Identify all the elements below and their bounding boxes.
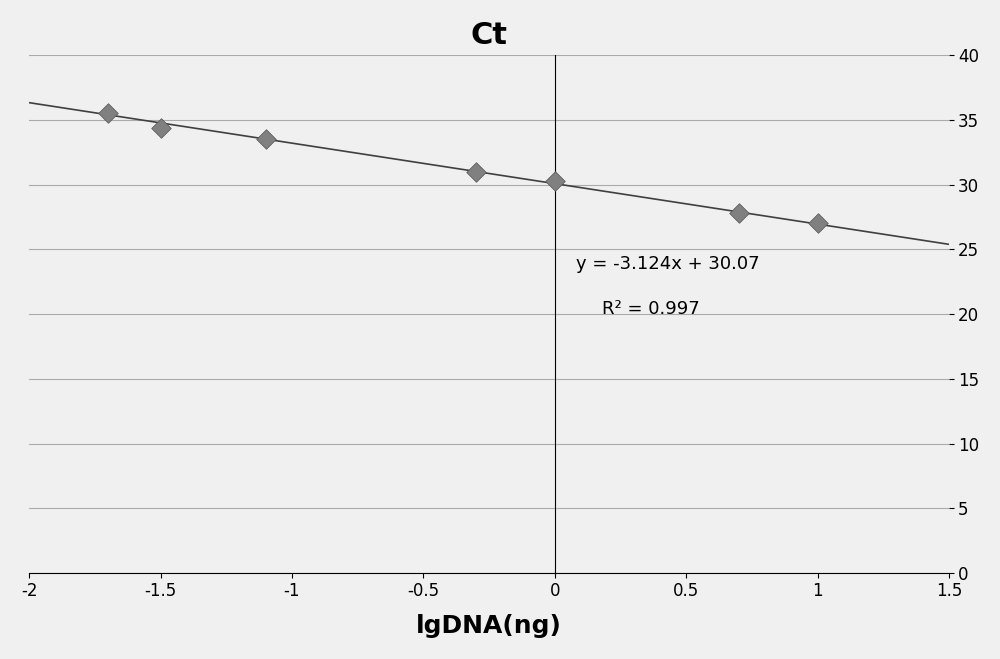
Text: y = -3.124x + 30.07: y = -3.124x + 30.07 [576, 255, 759, 273]
Text: R² = 0.997: R² = 0.997 [602, 300, 700, 318]
X-axis label: lgDNA(ng): lgDNA(ng) [416, 614, 562, 638]
Point [810, 218, 826, 229]
Point [731, 208, 747, 218]
Point [153, 122, 169, 132]
Point [258, 134, 274, 144]
Title: Ct: Ct [471, 21, 508, 50]
Point [100, 108, 116, 119]
Point [547, 175, 563, 186]
Point [468, 166, 484, 177]
